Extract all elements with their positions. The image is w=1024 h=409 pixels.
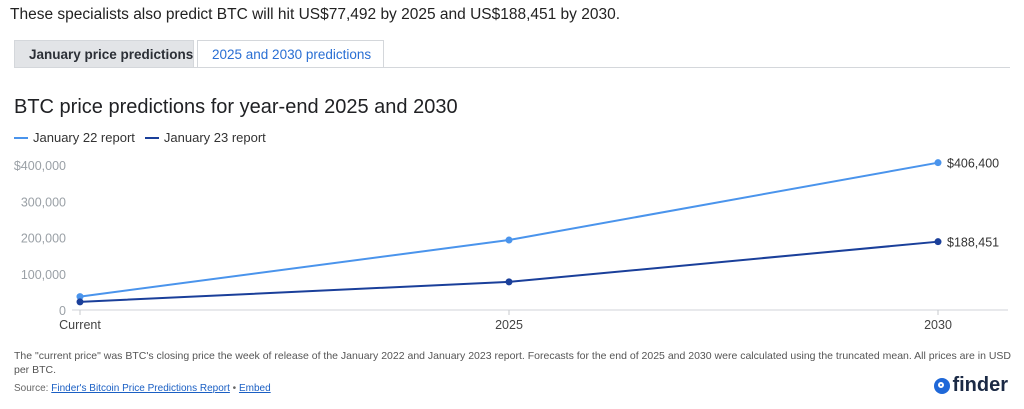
x-tick-label: 2030 bbox=[924, 318, 952, 332]
data-point-series-1 bbox=[505, 236, 513, 244]
tab-january-price-predictions[interactable]: January price predictions bbox=[14, 40, 194, 68]
legend-swatch-series-1 bbox=[14, 136, 28, 139]
search-magnifier-icon bbox=[934, 377, 951, 394]
source-prefix: Source: bbox=[14, 383, 52, 394]
legend-label-series-1: January 22 report bbox=[33, 130, 135, 145]
data-point-series-1 bbox=[934, 159, 942, 167]
data-point-series-2 bbox=[934, 238, 942, 246]
y-tick-label: 100,000 bbox=[21, 268, 66, 282]
source-separator: • bbox=[229, 383, 239, 394]
tab-bar: January price predictions 2025 and 2030 … bbox=[14, 40, 384, 68]
legend-item-series-2[interactable]: January 23 report bbox=[144, 130, 266, 145]
source-line: Source: Finder's Bitcoin Price Predictio… bbox=[14, 383, 271, 394]
tab-2025-2030-predictions[interactable]: 2025 and 2030 predictions bbox=[197, 40, 384, 68]
legend-item-series-1[interactable]: January 22 report bbox=[14, 130, 135, 145]
x-tick-label: 2025 bbox=[495, 318, 523, 332]
tab-divider bbox=[14, 67, 1010, 68]
source-report-link[interactable]: Finder's Bitcoin Price Predictions Repor… bbox=[51, 383, 230, 394]
embed-link[interactable]: Embed bbox=[238, 383, 271, 394]
end-value-label-series-2: $188,451 bbox=[947, 236, 999, 250]
data-point-series-1 bbox=[76, 293, 84, 301]
data-point-series-2 bbox=[505, 278, 513, 286]
finder-logo[interactable]: finder bbox=[934, 374, 1008, 397]
y-tick-label: $400,000 bbox=[14, 159, 66, 173]
series-line-1 bbox=[79, 161, 939, 298]
y-tick-label: 0 bbox=[59, 304, 66, 318]
end-value-label-series-1: $406,400 bbox=[947, 157, 999, 171]
series-line-2 bbox=[79, 240, 939, 303]
chart-title: BTC price predictions for year-end 2025 … bbox=[14, 96, 458, 118]
legend-label-series-2: January 23 report bbox=[163, 130, 266, 145]
chart-footnote: The "current price" was BTC's closing pr… bbox=[14, 350, 1012, 376]
x-tick-label: Current bbox=[59, 318, 101, 332]
chart-legend: January 22 report January 23 report bbox=[14, 130, 276, 145]
brand-name: finder bbox=[952, 374, 1008, 396]
line-chart: 0 100,000 200,000 300,000 $400,000 Current 202… bbox=[14, 157, 1008, 332]
data-point-series-2 bbox=[76, 298, 84, 306]
y-tick-label: 200,000 bbox=[21, 232, 66, 246]
legend-swatch-series-2 bbox=[144, 136, 159, 139]
intro-text: These specialists also predict BTC will … bbox=[10, 6, 621, 23]
y-tick-label: 300,000 bbox=[21, 195, 66, 209]
